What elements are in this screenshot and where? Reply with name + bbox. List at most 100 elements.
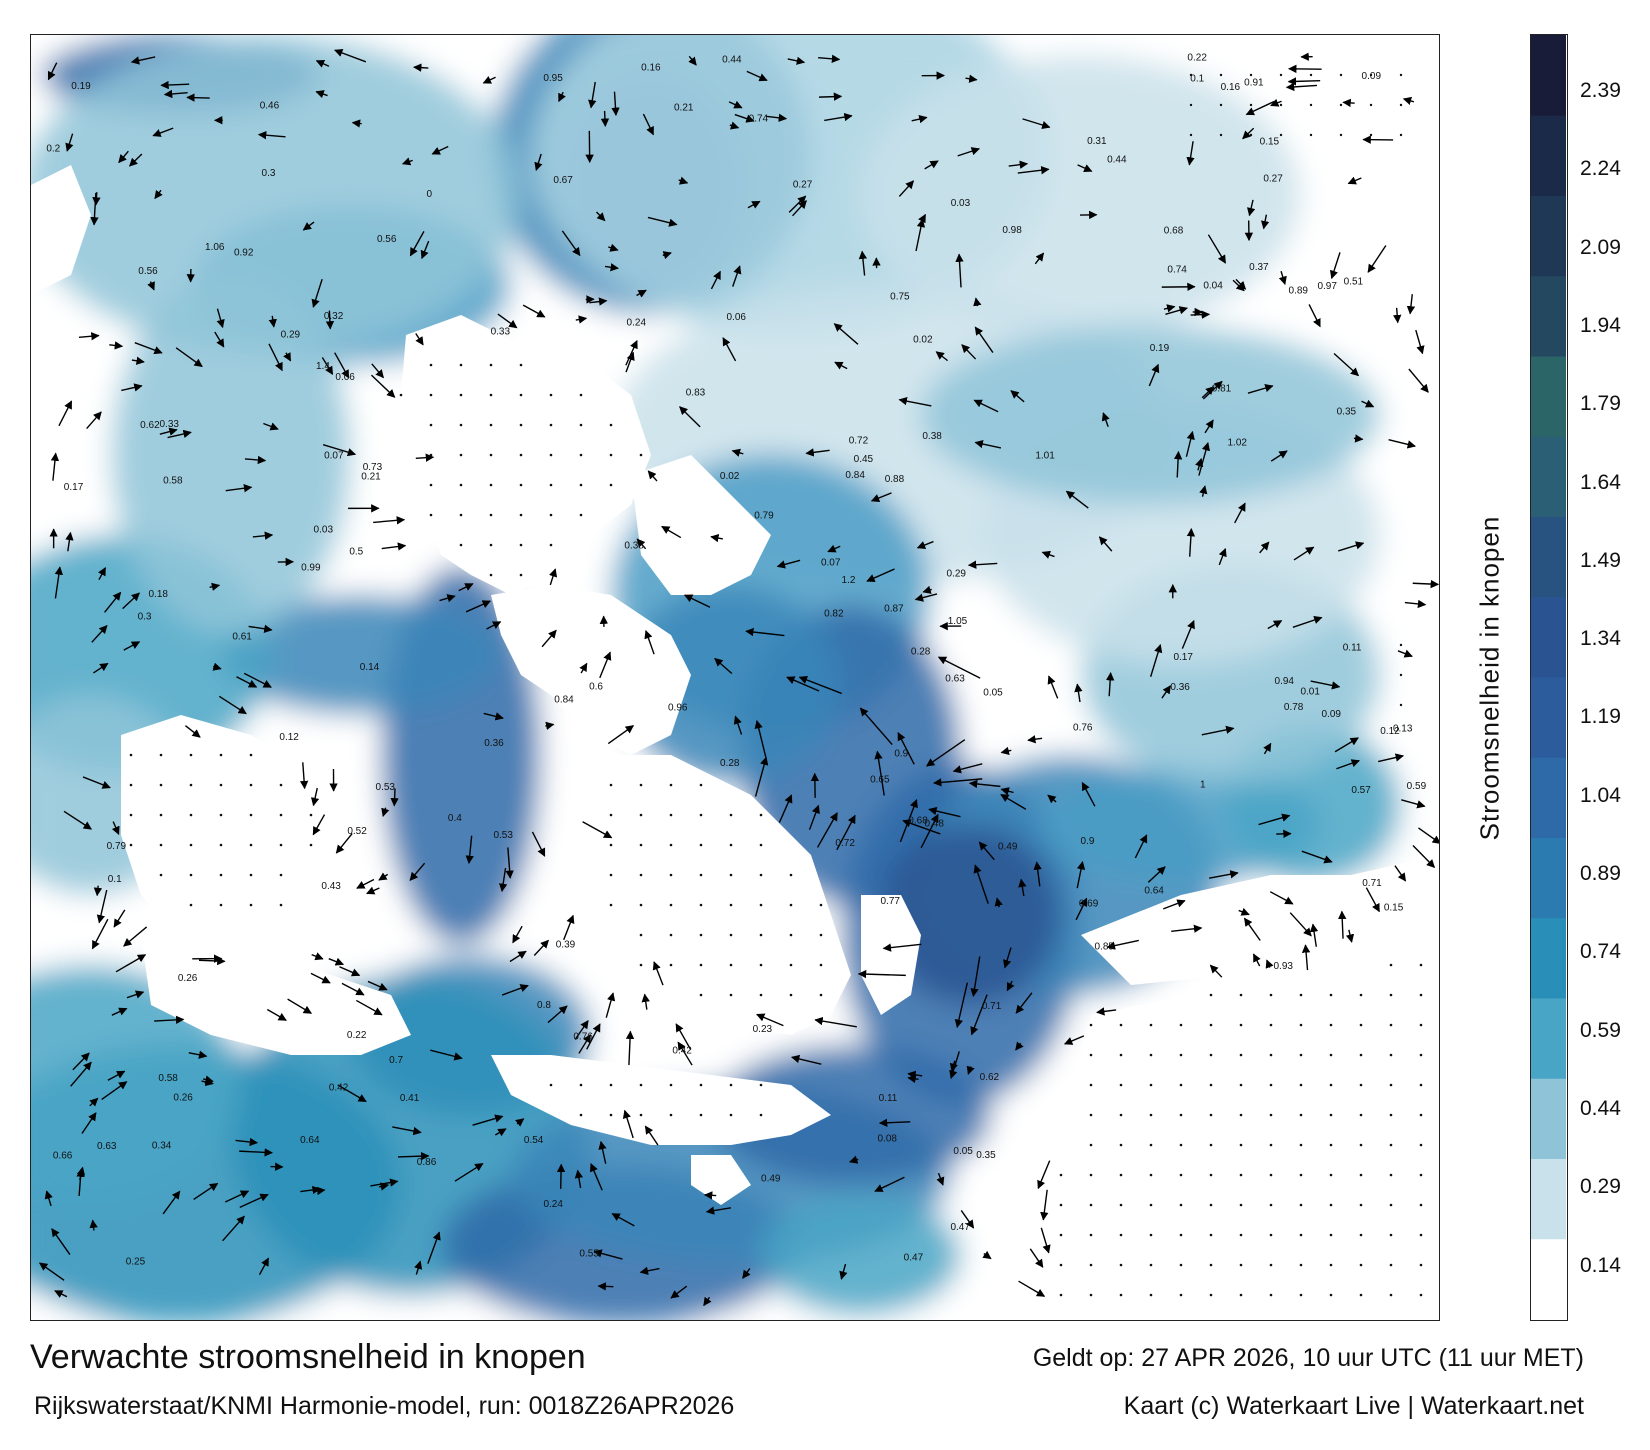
current-arrow — [636, 289, 647, 298]
current-arrow — [1063, 1035, 1085, 1045]
grid-dot — [1299, 1053, 1303, 1057]
grid-dot — [1219, 133, 1223, 137]
grid-dot — [1179, 1203, 1183, 1207]
grid-dot — [1299, 1083, 1303, 1087]
grid-dot — [789, 903, 793, 907]
grid-dot — [309, 813, 313, 817]
current-arrow — [322, 443, 357, 457]
current-arrow — [756, 1013, 784, 1027]
speed-label: 0.59 — [1407, 781, 1427, 792]
grid-dot — [729, 813, 733, 817]
current-arrow — [1010, 390, 1025, 403]
current-arrow — [1287, 77, 1321, 86]
grid-dot — [669, 1083, 673, 1087]
grid-dot — [579, 1113, 583, 1117]
current-arrow — [154, 1015, 185, 1025]
current-arrow — [1404, 599, 1427, 609]
current-arrow — [729, 121, 740, 130]
grid-dot — [1179, 1083, 1183, 1087]
current-arrow — [1270, 98, 1282, 107]
grid-dot — [579, 423, 583, 427]
current-arrow — [339, 966, 361, 977]
current-arrow — [1201, 725, 1235, 736]
current-arrow — [76, 1168, 85, 1197]
current-arrow — [160, 80, 190, 90]
grid-dot — [219, 783, 223, 787]
grid-dot — [279, 903, 283, 907]
current-arrow — [1198, 442, 1211, 476]
current-arrow — [134, 342, 163, 355]
grid-dot — [1269, 1143, 1273, 1147]
grid-dot — [639, 813, 643, 817]
colorbar-tick-label: 2.24 — [1580, 157, 1621, 181]
current-arrow — [378, 1182, 390, 1191]
grid-dot — [1179, 1113, 1183, 1117]
grid-dot — [1179, 1023, 1183, 1027]
current-arrow — [960, 1210, 975, 1229]
current-arrow — [679, 406, 701, 428]
current-arrow — [312, 814, 326, 836]
current-arrow — [933, 778, 983, 787]
grid-dot — [219, 753, 223, 757]
grid-dot — [549, 393, 553, 397]
current-arrow — [563, 914, 575, 941]
grid-dot — [1329, 1293, 1333, 1297]
colorbar-band — [1531, 115, 1566, 196]
grid-dot — [189, 753, 193, 757]
grid-dot — [279, 783, 283, 787]
current-arrow — [107, 1070, 126, 1081]
current-arrow — [104, 591, 122, 613]
speed-label: 0.47 — [950, 1222, 970, 1233]
grid-dot — [489, 573, 493, 577]
current-arrow — [414, 1260, 423, 1275]
grid-dot — [1249, 103, 1253, 107]
current-arrow — [370, 1178, 399, 1187]
grid-dot — [1359, 1023, 1363, 1027]
current-arrow — [328, 957, 345, 966]
grid-dot — [129, 753, 133, 757]
current-arrow — [381, 807, 390, 817]
grid-dot — [1179, 1053, 1183, 1057]
speed-label: 0.79 — [107, 841, 127, 852]
grid-dot — [609, 843, 613, 847]
current-arrow — [92, 192, 101, 206]
grid-dot — [489, 423, 493, 427]
speed-label: 0.23 — [753, 1024, 773, 1035]
current-arrow — [705, 1206, 732, 1215]
grid-dot — [669, 783, 673, 787]
grid-dot — [1329, 1143, 1333, 1147]
current-arrow — [859, 707, 893, 746]
speed-label: 0.79 — [754, 511, 774, 522]
grid-dot — [699, 933, 703, 937]
current-arrow — [611, 91, 620, 117]
speed-label: 0.22 — [347, 1030, 367, 1041]
speed-label: 0.64 — [1144, 886, 1164, 897]
current-arrow — [93, 662, 109, 674]
current-arrow — [949, 1051, 960, 1079]
speed-label: 0.18 — [148, 589, 168, 600]
grid-dot — [1269, 1293, 1273, 1297]
grid-dot — [1299, 1173, 1303, 1177]
current-arrow — [608, 243, 619, 252]
current-arrow — [575, 315, 588, 324]
current-arrow — [54, 1290, 68, 1298]
speed-label: 0.35 — [1337, 407, 1357, 418]
grid-dot — [729, 903, 733, 907]
speed-label: 0.81 — [1212, 384, 1232, 395]
speed-label: 1 — [1200, 779, 1206, 790]
speed-label: 0.2 — [46, 143, 60, 154]
current-speed-map[interactable]: 0.2 0.24 0.23 0.21 0.25 0.27 0.31 0.29 0.19 0.15 0… — [30, 34, 1440, 1321]
grid-dot — [1119, 1233, 1123, 1237]
grid-dot — [1119, 1053, 1123, 1057]
grid-dot — [639, 933, 643, 937]
grid-dot — [1059, 1203, 1063, 1207]
grid-dot — [279, 843, 283, 847]
current-arrow — [1003, 947, 1012, 969]
speed-label: 0.94 — [1275, 676, 1295, 687]
grid-dot — [699, 1113, 703, 1117]
current-arrow — [1265, 959, 1274, 969]
grid-dot — [429, 393, 433, 397]
grid-dot — [549, 543, 553, 547]
current-arrow — [1022, 118, 1051, 130]
current-arrow — [955, 253, 964, 288]
